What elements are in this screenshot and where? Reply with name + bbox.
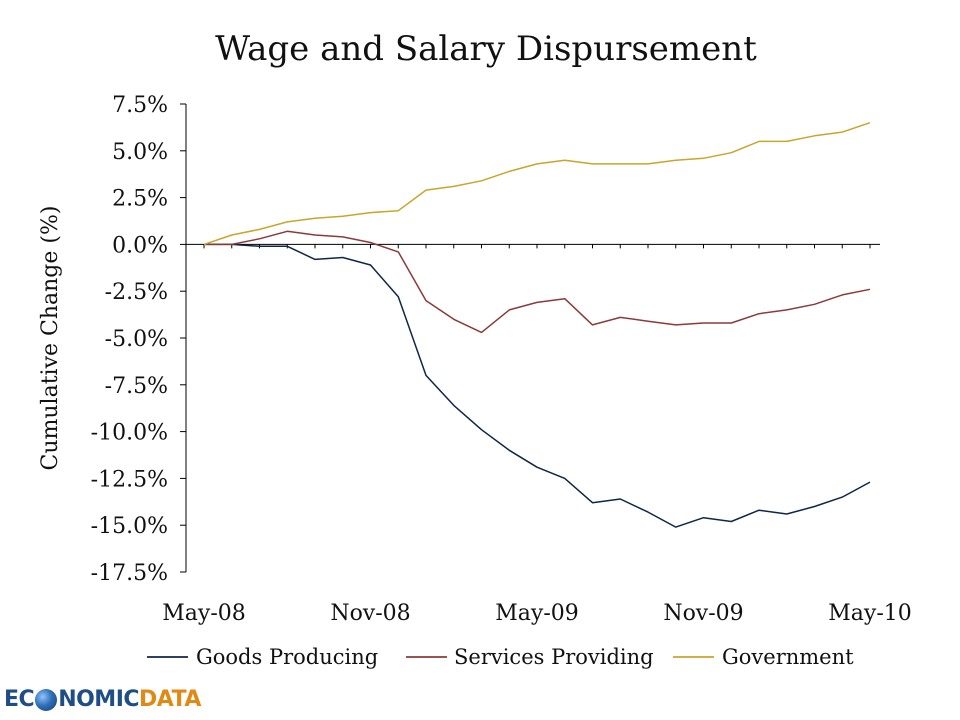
series-line-government	[203, 121, 871, 246]
plot-area: 7.5% 5.0% 2.5% 0.0% -2.5% -5.0% -7.5% -10.0% -12…	[91, 93, 912, 626]
legend-label-government: Government	[722, 645, 854, 669]
logo-text-data: DATA	[139, 686, 201, 712]
series-line-services-providing	[204, 230, 871, 334]
y-tick-label: 7.5%	[112, 93, 168, 118]
x-tick-label: May-08	[162, 601, 246, 626]
y-tick-label: -2.5%	[105, 280, 168, 305]
y-tick-label: -12.5%	[91, 467, 168, 492]
legend-label-goods-producing: Goods Producing	[196, 645, 378, 669]
globe-icon	[35, 689, 58, 711]
y-tick-label: -5.0%	[105, 327, 168, 352]
x-tick-label: May-10	[828, 601, 912, 626]
economicdata-logo: EC NOMIC DATA	[4, 683, 201, 715]
legend-label-services-providing: Services Providing	[454, 645, 654, 669]
y-axis-label: Cumulative Change (%)	[38, 206, 63, 471]
x-tick-label: Nov-08	[330, 601, 410, 626]
x-tick-label: Nov-09	[663, 601, 743, 626]
series-line-goods-producing	[204, 243, 871, 528]
y-tick-label: 5.0%	[112, 140, 168, 165]
y-tick-label: 0.0%	[112, 233, 168, 258]
chart-title: Wage and Salary Dispursement	[215, 29, 757, 69]
logo-text-nomic: NOMIC	[58, 686, 140, 712]
x-tick-label: May-09	[495, 601, 579, 626]
y-tick-label: -7.5%	[105, 374, 168, 399]
legend: Goods Producing Services Providing Governm…	[147, 645, 854, 669]
y-tick-label: -15.0%	[91, 514, 168, 539]
logo-text-ec: EC	[4, 686, 35, 712]
y-tick-label: -10.0%	[91, 421, 168, 446]
y-tick-label: -17.5%	[91, 561, 168, 586]
y-tick-label: 2.5%	[112, 187, 168, 212]
